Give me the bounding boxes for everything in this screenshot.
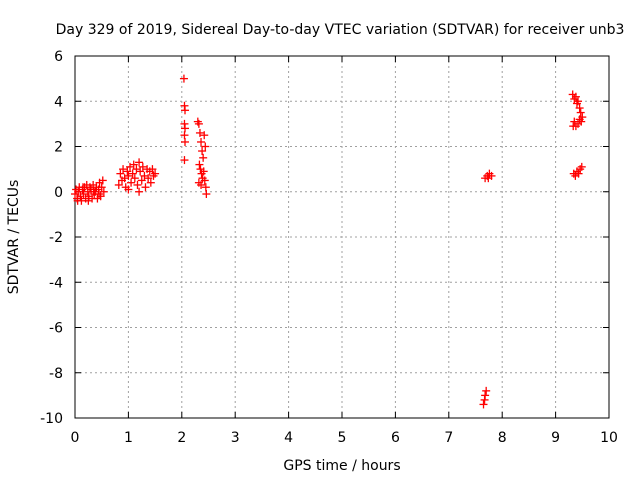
y-tick-label: 0 [54,185,63,201]
data-point [577,162,586,171]
x-tick-label: 5 [338,430,347,446]
x-tick-label: 7 [444,430,453,446]
x-tick-label: 10 [600,430,618,446]
chart-title: Day 329 of 2019, Sidereal Day-to-day VTE… [56,22,625,38]
data-point [197,137,206,146]
axis-ticks: 0 1 2 3 4 5 6 7 8 9 10 -10 -8 -6 -4 -2 0 2 4 6 [40,49,618,446]
data-point [73,196,82,205]
data-point [135,187,144,196]
y-tick-label: -6 [49,321,63,337]
y-tick-label: 6 [54,49,63,65]
data-point [141,183,150,192]
data-point [148,165,157,174]
data-point [481,391,490,400]
y-tick-label: -10 [40,411,63,427]
data-point [199,153,208,162]
x-tick-label: 9 [551,430,560,446]
data-point [137,176,146,185]
data-point [89,187,98,196]
data-point [575,115,584,124]
data-point [200,131,209,140]
data-point [200,176,209,185]
x-tick-label: 3 [231,430,240,446]
data-point [130,174,139,183]
data-point [181,106,190,115]
data-point [180,156,189,165]
x-tick-label: 1 [124,430,133,446]
data-point [179,74,188,83]
data-point [571,92,580,101]
data-point [114,180,123,189]
data-point [574,169,583,178]
data-point [99,187,108,196]
data-point [198,147,207,156]
x-tick-label: 2 [177,430,186,446]
data-point [479,400,488,409]
grid [75,56,609,418]
data-point [574,97,583,106]
data-point [146,178,155,187]
data-point [144,174,153,183]
data-point [194,119,203,128]
data-point [97,183,106,192]
data-point [201,183,210,192]
data-point [128,169,137,178]
data-point [116,169,125,178]
y-axis-label: SDTVAR / TECUs [6,180,22,295]
data-point [181,137,190,146]
data-point [135,158,144,167]
data-point [482,386,491,395]
data-point [79,183,88,192]
data-point [74,187,83,196]
data-point [197,180,206,189]
data-point [119,165,128,174]
data-point [569,122,578,131]
data-point [127,178,136,187]
data-point [124,185,133,194]
data-point [129,160,138,169]
data-point [124,171,133,180]
data-point [484,174,493,183]
data-point [195,128,204,137]
data-point [181,124,190,133]
y-tick-label: -2 [49,230,63,246]
data-point [195,160,204,169]
data-point [180,131,189,140]
data-point [123,167,132,176]
data-point [202,190,211,199]
data-point [98,176,107,185]
y-tick-label: -8 [49,366,63,382]
x-axis-label: GPS time / hours [283,458,400,474]
data-point [201,142,210,151]
data-series [71,74,587,409]
data-point [133,180,142,189]
y-tick-label: 2 [54,140,63,156]
y-tick-label: -4 [49,275,63,291]
x-tick-label: 6 [391,430,400,446]
data-point [84,196,93,205]
x-tick-label: 0 [71,430,80,446]
data-point [136,167,145,176]
data-point [79,190,88,199]
data-point [576,108,585,117]
data-point [199,167,208,176]
x-tick-label: 8 [498,430,507,446]
data-point [151,169,160,178]
x-tick-label: 4 [284,430,293,446]
data-point [575,104,584,113]
y-tick-label: 4 [54,94,63,110]
data-point [138,162,147,171]
data-point [95,190,104,199]
data-point [570,117,579,126]
